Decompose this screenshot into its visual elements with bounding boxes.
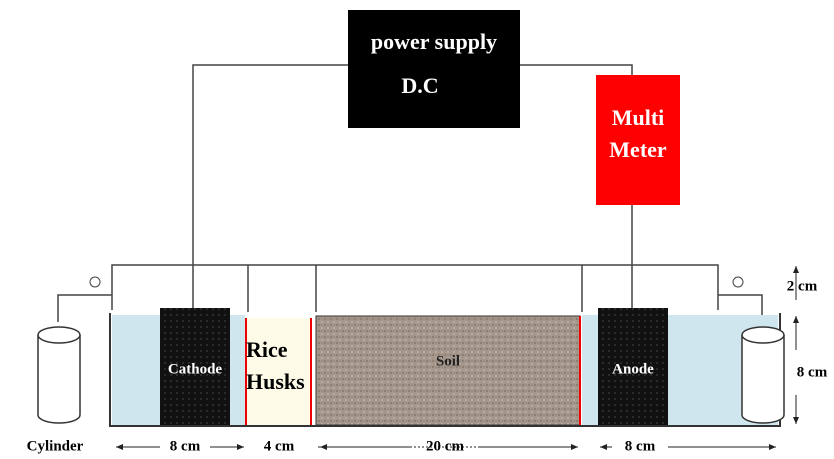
dimension-label: 8 cm xyxy=(797,364,828,380)
cathode-label: Cathode xyxy=(168,361,223,377)
soil xyxy=(315,315,581,426)
anode xyxy=(598,308,668,425)
dimension-label: 2 cm xyxy=(787,278,818,294)
multimeter-box xyxy=(596,75,680,205)
anode-label: Anode xyxy=(612,361,654,377)
wires xyxy=(57,64,763,322)
rice-husks xyxy=(246,318,310,425)
dimension-label: 4 cm xyxy=(264,438,295,454)
valve xyxy=(732,276,744,288)
multimeter-label: Meter xyxy=(609,137,667,162)
water xyxy=(112,315,160,425)
dimension-label: 20 cm xyxy=(426,438,464,454)
water xyxy=(230,315,245,425)
valve xyxy=(89,276,101,288)
dimension-label: 8 cm xyxy=(170,438,201,454)
power-supply-box xyxy=(348,10,520,128)
cathode xyxy=(160,308,230,425)
husks-label: Husks xyxy=(246,369,305,394)
dc-label: D.C xyxy=(401,73,438,98)
power-supply-label: power supply xyxy=(371,29,497,54)
cylinder xyxy=(37,326,785,424)
water xyxy=(582,315,598,425)
multimeter-label: Multi xyxy=(612,105,665,130)
dimension-label: 8 cm xyxy=(625,438,656,454)
cylinder-label: Cylinder xyxy=(27,438,84,454)
husks-label: Rice xyxy=(246,337,288,362)
dimension-lines xyxy=(116,266,799,450)
soil-label: Soil xyxy=(436,353,460,369)
